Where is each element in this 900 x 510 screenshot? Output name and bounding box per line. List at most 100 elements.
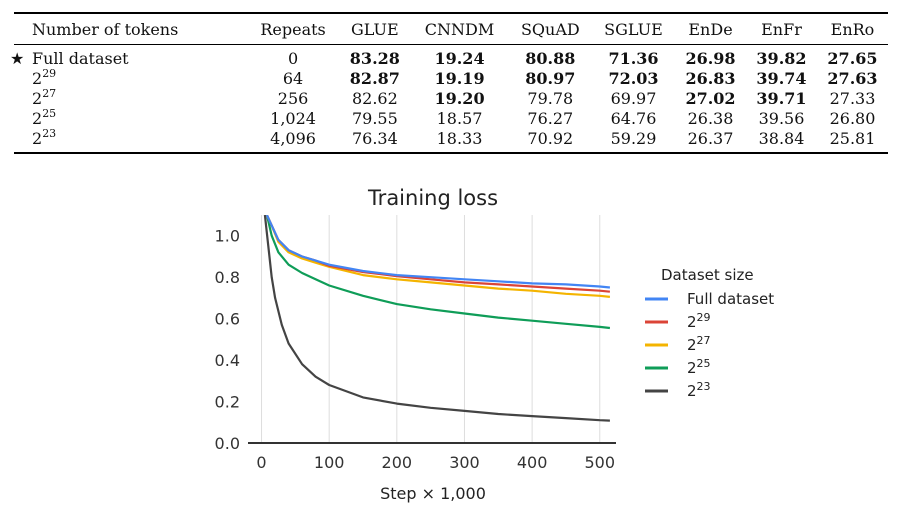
- table-cell: 79.55: [351, 109, 398, 128]
- row-label-base: 2: [32, 89, 43, 108]
- x-tick-label: 300: [449, 453, 480, 472]
- table-cell: 64.76: [610, 109, 657, 128]
- table-cell: 39.56: [758, 109, 805, 128]
- y-tick-label: 0.8: [215, 268, 240, 287]
- legend-label-base: 2: [687, 359, 697, 377]
- table-row: 223 4,096 76.34 18.33 70.92 59.29 26.37 38.84 25…: [14, 126, 888, 154]
- table-cell: 79.78: [527, 89, 574, 108]
- legend-label: Full dataset: [687, 290, 774, 308]
- table-cell: 4,096: [246, 129, 340, 154]
- x-tick-label: 500: [584, 453, 615, 472]
- table-cell: 25.81: [816, 129, 888, 154]
- table-cell: 76.27: [527, 109, 574, 128]
- row-label-cell: 225: [14, 106, 247, 129]
- table-cell: 1,024: [270, 109, 316, 128]
- table-cell: 26.38: [687, 109, 734, 128]
- table-cell: 27.63: [827, 69, 878, 88]
- row-label: Full dataset: [32, 49, 129, 68]
- table-cell: 80.88: [525, 49, 576, 68]
- row-label-base: 2: [32, 69, 43, 88]
- row-label-base: 2: [32, 109, 43, 128]
- header-cell: GLUE: [339, 12, 411, 45]
- series-line: [265, 215, 611, 289]
- y-tick-label: 0.2: [215, 393, 240, 412]
- table-cell: 39.71: [756, 89, 807, 108]
- table-cell: 26.98: [685, 49, 736, 68]
- table-row: ★ Full dataset 0 83.28 19.24 80.88 71.36 26.98 3…: [10, 45, 888, 70]
- table-cell: 72.03: [608, 69, 659, 88]
- row-label-base: 2: [32, 129, 43, 148]
- table-cell: 64: [282, 69, 304, 88]
- row-label-cell: 227: [14, 88, 247, 109]
- table-cell: 27.02: [685, 89, 736, 108]
- row-label-cell: ★ Full dataset: [10, 45, 247, 70]
- results-table-wrap: Number of tokens Repeats GLUE CNNDM SQuA…: [10, 12, 888, 154]
- legend-label-base: 2: [687, 382, 697, 400]
- y-tick-label: 0.6: [215, 310, 240, 329]
- table-cell: 26.37: [675, 129, 746, 154]
- table-cell: 0: [287, 49, 299, 68]
- row-label-exponent: 23: [42, 126, 57, 140]
- legend-label: 223: [687, 380, 711, 400]
- header-cell: Number of tokens: [14, 12, 247, 45]
- chart-lines: [263, 215, 611, 422]
- x-tick-label: 200: [382, 453, 413, 472]
- legend-label: 227: [687, 334, 711, 354]
- table-cell: 27.33: [829, 89, 876, 108]
- header-cell: Repeats: [246, 12, 340, 45]
- table-row: 225 1,024 79.55 18.57 76.27 64.76 26.38 39.56 26…: [14, 106, 888, 129]
- table-row: 229 64 82.87 19.19 80.97 72.03 26.83 39.74 27.63: [14, 68, 888, 89]
- table-cell: 26.83: [685, 69, 736, 88]
- table-cell: 18.33: [410, 129, 509, 154]
- legend-title: Dataset size: [661, 266, 754, 284]
- legend-label-exponent: 27: [697, 334, 711, 347]
- series-line: [263, 215, 610, 422]
- legend-label-exponent: 29: [697, 311, 711, 324]
- legend-label-exponent: 23: [697, 380, 711, 393]
- series-line: [265, 215, 611, 330]
- table-cell: 59.29: [591, 129, 676, 154]
- legend-label: 229: [687, 311, 711, 331]
- header-cell: SGLUE: [591, 12, 676, 45]
- table-cell: 27.65: [827, 49, 878, 68]
- chart-grid: [261, 215, 601, 443]
- y-tick-label: 0.4: [215, 351, 240, 370]
- table-row: 227 256 82.62 19.20 79.78 69.97 27.02 39.71 27.3…: [14, 88, 888, 109]
- x-tick-label: 400: [517, 453, 548, 472]
- legend-label: 225: [687, 357, 711, 377]
- table-cell: 38.84: [746, 129, 817, 154]
- results-table: Number of tokens Repeats GLUE CNNDM SQuA…: [10, 12, 888, 154]
- legend-label-base: 2: [687, 313, 697, 331]
- legend-label-base: 2: [687, 336, 697, 354]
- y-tick-label: 1.0: [215, 227, 240, 246]
- x-axis-ticks: 0 100 200 300 400 500: [256, 453, 615, 472]
- header-cell: EnFr: [746, 12, 817, 45]
- y-axis-ticks: 0.0 0.2 0.4 0.6 0.8 1.0: [215, 227, 240, 453]
- table-cell: 39.82: [756, 49, 807, 68]
- table-cell: 83.28: [349, 49, 400, 68]
- header-cell: SQuAD: [508, 12, 592, 45]
- row-label-cell: 229: [14, 68, 247, 89]
- training-loss-chart: Training loss 0.0 0.2 0.4 0.6 0.8 1.0 0 100 200…: [215, 186, 775, 503]
- x-tick-label: 0: [256, 453, 266, 472]
- star-icon: ★: [10, 49, 25, 68]
- legend-label-exponent: 25: [697, 357, 711, 370]
- table-body: ★ Full dataset 0 83.28 19.24 80.88 71.36 26.98 3…: [10, 45, 888, 154]
- x-axis-label: Step × 1,000: [380, 484, 486, 503]
- table-cell: 69.97: [610, 89, 657, 108]
- table-cell: 80.97: [525, 69, 576, 88]
- row-label-exponent: 25: [42, 106, 57, 120]
- table-cell: 19.19: [434, 69, 485, 88]
- table-cell: 39.74: [756, 69, 807, 88]
- header-cell: EnRo: [816, 12, 888, 45]
- table-cell: 256: [277, 89, 309, 108]
- series-line: [265, 215, 611, 298]
- table-cell: 82.87: [349, 69, 400, 88]
- header-cell: EnDe: [675, 12, 746, 45]
- table-cell: 71.36: [608, 49, 659, 68]
- table-cell: 76.34: [339, 129, 411, 154]
- table-cell: 18.57: [436, 109, 483, 128]
- table-cell: 82.62: [351, 89, 398, 108]
- table-cell: 70.92: [508, 129, 592, 154]
